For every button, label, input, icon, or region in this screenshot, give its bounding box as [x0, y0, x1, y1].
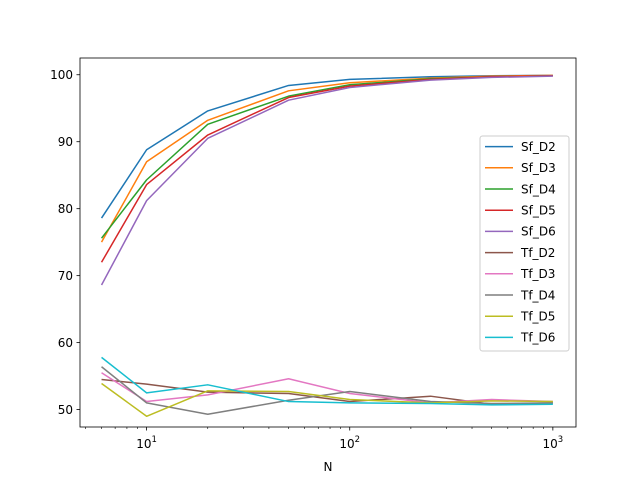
plot-frame — [79, 57, 577, 428]
legend-entry-label: Sf_D5 — [521, 204, 556, 218]
y-tick-label: 60 — [58, 336, 73, 350]
legend-entry-label: Tf_D5 — [520, 310, 555, 324]
legend-entry-label: Sf_D4 — [521, 182, 556, 196]
x-tick-label: 103 — [543, 435, 564, 451]
legend: Sf_D2 Sf_D3 Sf_D4 Sf_D5 Sf_D6 Tf_D2 Tf_D3 Tf_D4… — [479, 135, 570, 352]
legend-entry-label: Tf_D2 — [520, 246, 555, 260]
legend-entry-label: Sf_D3 — [521, 161, 556, 175]
series-line-tf-d3 — [101, 372, 553, 404]
legend-entry-label: Tf_D6 — [520, 331, 555, 345]
legend-entry-label: Tf_D3 — [520, 267, 555, 281]
series-line-sf-d6 — [100, 75, 553, 286]
x-tick-label: 102 — [339, 435, 360, 451]
y-axis-ticks: 50 60 70 80 90 100 — [50, 68, 80, 417]
y-tick-label: 50 — [58, 403, 73, 417]
y-tick-label: 70 — [58, 269, 73, 283]
series-layer — [100, 74, 553, 418]
x-axis-ticks: 101 102 103 — [85, 427, 563, 451]
series-line-tf-d5 — [101, 382, 553, 418]
legend-entry-label: Sf_D2 — [521, 140, 556, 154]
x-axis-label: N — [324, 460, 333, 474]
y-tick-label: 80 — [58, 202, 73, 216]
series-line-tf-d6 — [101, 356, 553, 406]
legend-entry-label: Tf_D4 — [520, 288, 555, 302]
y-tick-label: 90 — [58, 135, 73, 149]
y-tick-label: 100 — [50, 68, 73, 82]
legend-entry-label: Sf_D6 — [521, 225, 556, 239]
x-tick-label: 101 — [136, 435, 157, 451]
